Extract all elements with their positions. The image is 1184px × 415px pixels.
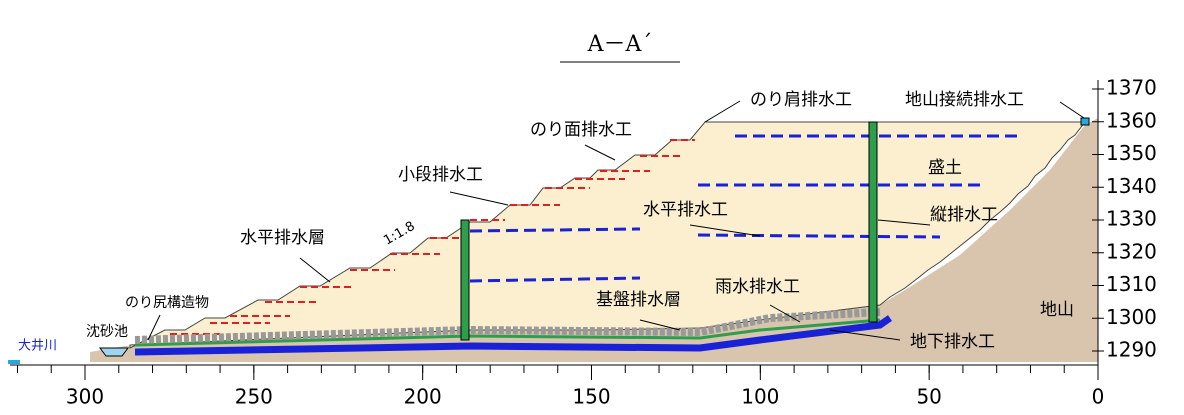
y-tick-label: 1310 [1106,272,1157,296]
x-tick-label: 50 [916,385,941,409]
label: 1:1.8 [381,219,417,249]
x-tick-label: 200 [404,385,442,409]
x-tick-label: 300 [66,385,104,409]
label: 小段排水工 [398,165,483,185]
x-tick-label: 250 [235,385,273,409]
underground-drain [134,315,893,356]
label: 盛土 [928,158,962,178]
label: 沈砂池 [86,324,128,340]
settling-pond [99,347,129,357]
ground [90,118,1098,362]
label: 縦排水工 [930,205,998,225]
connection-drain [1080,117,1090,126]
label: のり面排水工 [530,120,632,140]
vertical-drain [868,121,878,323]
y-tick-label: 1340 [1106,174,1157,198]
label: のり尻構造物 [125,295,209,311]
y-tick-label: 1370 [1106,76,1157,100]
embankment [129,121,1087,349]
horizontal-drains [469,134,1020,283]
x-tick-label: 0 [1092,385,1105,409]
label: 地山 [1040,300,1074,320]
label: 水平排水工 [643,200,728,220]
title: A－A´ [587,32,653,57]
y-tick-label: 1320 [1106,239,1157,263]
label: のり肩排水工 [750,90,852,110]
y-tick-label: 1360 [1106,108,1157,132]
label: 地山接続排水工 [905,90,1024,110]
label: 水平排水層 [240,228,325,248]
drain-layers [170,139,695,335]
gravel-layer [134,308,881,344]
y-tick-label: 1290 [1106,338,1157,362]
x-tick-label: 100 [741,385,779,409]
y-tick-label: 1300 [1106,305,1157,329]
label: 基盤排水層 [596,290,681,310]
y-tick-label: 1330 [1106,207,1157,231]
x-tick-label: 150 [572,385,610,409]
label: 地下排水工 [910,332,995,352]
base-layer [134,318,881,347]
vertical-drain [460,219,470,341]
y-tick-label: 1350 [1106,141,1157,165]
leader-lines [147,100,1085,341]
label: 雨水排水工 [715,277,800,297]
label: 大井川 [18,339,57,354]
